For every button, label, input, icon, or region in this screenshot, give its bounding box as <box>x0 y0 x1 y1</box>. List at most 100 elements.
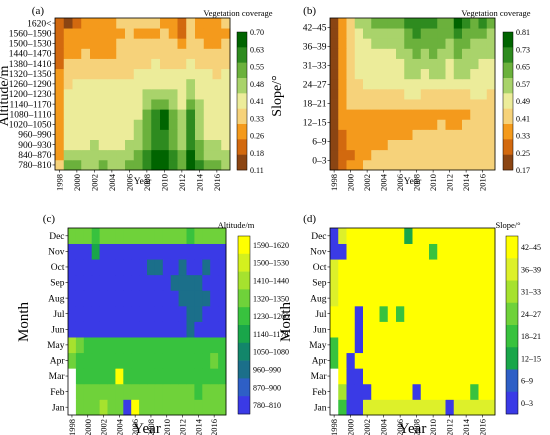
plot-frame <box>67 227 227 416</box>
heatmap-cell <box>168 159 178 171</box>
heatmap-cell <box>202 259 211 276</box>
heatmap-cell <box>72 109 82 120</box>
heatmap-cell <box>437 99 446 110</box>
heatmap-cell <box>470 88 479 100</box>
y-tick-label: Aug <box>310 294 327 304</box>
heatmap-cell <box>221 88 231 100</box>
heatmap-cell <box>420 321 430 338</box>
colorbar-swatch <box>506 236 518 259</box>
heatmap-cell <box>194 352 203 369</box>
heatmap-cell <box>346 228 356 244</box>
heatmap-cell <box>387 99 397 110</box>
colorbar-swatch <box>506 369 518 393</box>
panel-label: (c) <box>43 213 56 225</box>
heatmap-cell <box>470 383 479 400</box>
heatmap-cell <box>125 119 135 130</box>
heatmap-cell <box>131 368 140 385</box>
heatmap-cell <box>354 290 364 307</box>
heatmap-cell <box>75 243 85 260</box>
heatmap-cell <box>186 48 196 59</box>
heatmap-cell <box>83 243 93 260</box>
heatmap-cell <box>170 259 179 276</box>
heatmap-cell <box>396 88 405 100</box>
colorbar-label: 1500–1530 <box>253 259 289 268</box>
x-tick-label: 2012 <box>445 419 455 435</box>
heatmap-cell <box>363 78 372 90</box>
heatmap-cell <box>330 109 339 120</box>
heatmap-cell <box>354 274 364 291</box>
colorbar-label: 0.73 <box>516 45 530 54</box>
x-tick-label: 2012 <box>178 419 188 435</box>
heatmap-cell <box>486 321 496 338</box>
heatmap-cell <box>404 58 413 70</box>
heatmap-cell <box>363 352 372 369</box>
heatmap-cell <box>429 321 438 338</box>
heatmap-cell <box>478 337 488 354</box>
heatmap-cell <box>131 290 140 307</box>
heatmap-cell <box>178 290 187 307</box>
y-tick-label: Mar <box>311 372 328 382</box>
heatmap-cell <box>470 228 479 244</box>
heatmap-cell <box>168 149 178 161</box>
heatmap-cell <box>131 243 140 260</box>
x-tick-label: 1998 <box>329 174 339 191</box>
heatmap-cell <box>194 305 203 322</box>
heatmap-cell <box>379 119 389 130</box>
heatmap-cell <box>462 228 471 244</box>
heatmap-cell <box>72 119 82 130</box>
heatmap-cell <box>115 383 124 400</box>
heatmap-cell <box>404 149 413 161</box>
heatmap-cell <box>55 88 65 100</box>
heatmap-cell <box>116 68 126 80</box>
heatmap-cell <box>218 352 227 369</box>
heatmap-cell <box>160 28 170 39</box>
heatmap-cell <box>429 352 438 369</box>
heatmap-cell <box>371 399 380 416</box>
heatmap-cell <box>346 321 356 338</box>
heatmap-cell <box>363 243 372 260</box>
heatmap-cell <box>218 337 227 354</box>
heatmap-cell <box>81 109 91 120</box>
heatmap-cell <box>107 58 117 70</box>
heatmap-cell <box>330 321 339 338</box>
heatmap-cell <box>387 259 397 276</box>
heatmap-cell <box>387 139 397 151</box>
heatmap-cell <box>98 149 108 161</box>
heatmap-cell <box>404 78 413 90</box>
heatmap-cell <box>186 18 196 29</box>
heatmap-cell <box>420 159 430 171</box>
heatmap-cell <box>404 88 413 100</box>
heatmap-cell <box>221 119 231 130</box>
x-tick-label: 1998 <box>67 419 77 435</box>
heatmap-cell <box>462 159 471 171</box>
heatmap-cell <box>154 337 164 354</box>
heatmap-cell <box>330 259 339 276</box>
heatmap-cell <box>412 149 422 161</box>
colorbar-swatch <box>238 236 250 255</box>
heatmap-cell <box>330 99 339 110</box>
heatmap-cell <box>202 399 211 416</box>
y-tick-label: 960–990 <box>18 131 52 141</box>
colorbar-label: 1320–1350 <box>253 294 289 303</box>
heatmap-cell <box>470 337 479 354</box>
heatmap-cell <box>486 290 496 307</box>
heatmap-cell <box>99 274 108 291</box>
heatmap-cell <box>90 78 100 90</box>
heatmap-cell <box>55 159 65 171</box>
heatmap-cell <box>81 99 91 110</box>
heatmap-cell <box>107 352 116 369</box>
heatmap-cell <box>412 243 422 260</box>
heatmap-cell <box>420 352 430 369</box>
heatmap-cell <box>453 243 463 260</box>
heatmap-cell <box>429 28 438 39</box>
heatmap-cell <box>379 78 389 90</box>
heatmap-cell <box>210 228 219 244</box>
heatmap-cell <box>142 48 152 59</box>
colorbar-swatch <box>238 360 250 379</box>
heatmap-cell <box>363 18 372 29</box>
heatmap-cell <box>115 368 124 385</box>
heatmap-cell <box>210 383 219 400</box>
heatmap-cell <box>470 305 479 322</box>
heatmap-cell <box>63 48 73 59</box>
heatmap-cell <box>75 383 85 400</box>
